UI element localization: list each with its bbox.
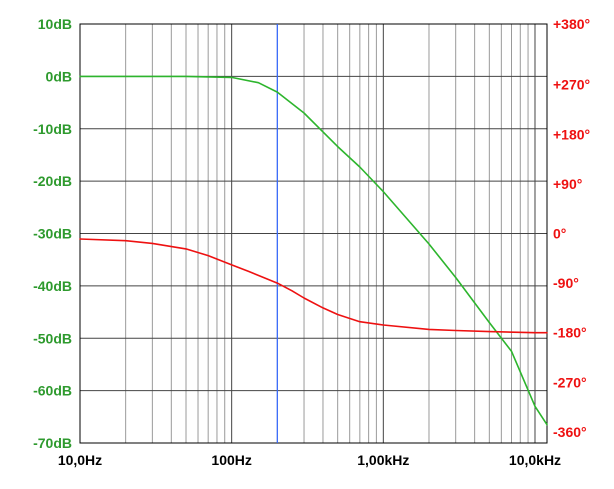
- x-tick-label: 100Hz: [211, 452, 251, 468]
- x-tick-label: 10,0kHz: [509, 452, 561, 468]
- right-tick-label: +380°: [553, 16, 590, 32]
- phase-curve: [79, 238, 548, 334]
- right-tick-label: -270°: [553, 374, 587, 390]
- right-tick-label: +180°: [553, 126, 590, 142]
- left-tick-label: -70dB: [33, 435, 72, 451]
- left-tick-label: -50dB: [33, 330, 72, 346]
- left-tick-label: -10dB: [33, 121, 72, 137]
- magnitude-curve: [79, 75, 548, 426]
- right-tick-label: 0°: [553, 226, 566, 242]
- x-tick-label: 1,00kHz: [357, 452, 409, 468]
- right-tick-label: -90°: [553, 275, 579, 291]
- right-tick-label: +90°: [553, 176, 582, 192]
- left-tick-label: -20dB: [33, 173, 72, 189]
- left-tick-label: -60dB: [33, 383, 72, 399]
- plot-frame: [79, 23, 548, 444]
- right-tick-label: -360°: [553, 424, 587, 440]
- right-tick-label: +270°: [553, 77, 590, 93]
- grid-major: [79, 23, 547, 444]
- left-tick-label: 0dB: [46, 68, 72, 84]
- x-tick-label: 10,0Hz: [58, 452, 102, 468]
- left-axis-ticks: 10dB 0dB -10dB -20dB -30dB -40dB -50dB -60dB -70…: [33, 16, 72, 451]
- x-axis-ticks: 10,0Hz 100Hz 1,00kHz 10,0kHz: [58, 452, 561, 468]
- left-tick-label: 10dB: [38, 16, 72, 32]
- right-tick-label: -180°: [553, 325, 587, 341]
- right-axis-ticks: +380° +270° +180° +90° 0° -90° -180° -270° -360°: [553, 16, 590, 440]
- left-tick-label: -30dB: [33, 226, 72, 242]
- left-tick-label: -40dB: [33, 278, 72, 294]
- series-layer: [79, 75, 548, 426]
